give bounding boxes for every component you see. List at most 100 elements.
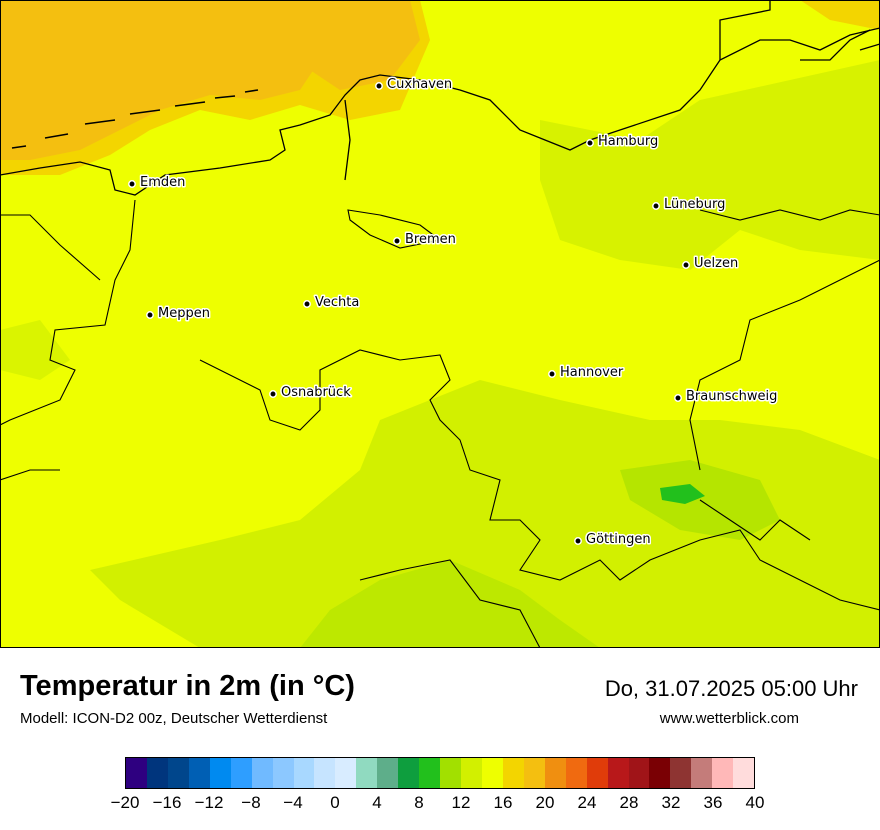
colorbar-segment [440, 758, 461, 788]
colorbar-segment [335, 758, 357, 788]
colorbar-segment [272, 758, 294, 788]
city-hamburg[interactable]: Hamburg [586, 133, 660, 151]
city-label: Uelzen [694, 256, 738, 271]
colorbar-tick-label: −20 [110, 793, 140, 812]
colorbar-tick-label: 36 [703, 793, 723, 812]
colorbar-segment [314, 758, 336, 788]
city-dot-icon [682, 261, 690, 269]
city-dot-icon [393, 237, 401, 245]
colorbar-tick-label: 20 [535, 793, 555, 812]
city-emden[interactable]: Emden [128, 174, 187, 192]
colorbar-segment [419, 758, 441, 788]
colorbar-segment [188, 758, 210, 788]
city-label: Bremen [405, 232, 456, 247]
colorbar-segment [649, 758, 671, 788]
colorbar-segment [565, 758, 587, 788]
colorbar-segment [712, 758, 734, 788]
city-osnabrueck[interactable]: Osnabrück [269, 384, 353, 402]
colorbar-segment [209, 758, 231, 788]
colorbar-segment [502, 758, 524, 788]
city-label: Osnabrück [281, 385, 351, 400]
colorbar-segment [251, 758, 273, 788]
model-info: Modell: ICON-D2 00z, Deutscher Wetterdie… [20, 710, 328, 727]
state-borders [0, 199, 880, 648]
city-cuxhaven[interactable]: Cuxhaven [375, 76, 454, 94]
harz-coldest-spot [660, 484, 705, 504]
city-dot-icon [146, 311, 154, 319]
colorbar-segment [481, 758, 503, 788]
sea-warm-area [0, 0, 320, 160]
city-meppen[interactable]: Meppen [146, 305, 211, 323]
colorbar-ticks: −20 −16 −12 −8 −4 0 4 8 12 16 20 24 28 32 36 40 [0, 793, 880, 817]
city-goettingen[interactable]: Göttingen [574, 531, 652, 549]
colorbar-segment [167, 758, 189, 788]
colorbar-segment [733, 758, 755, 788]
temperature-colorbar [125, 757, 755, 789]
city-dot-icon [303, 300, 311, 308]
city-label: Emden [140, 175, 185, 190]
city-dot-icon [128, 180, 136, 188]
elbe-mouth-area [280, 0, 420, 90]
colorbar-segment [126, 758, 147, 788]
cooler-region-south [300, 560, 600, 648]
cool-region-east [540, 60, 880, 270]
city-label: Braunschweig [686, 389, 777, 404]
website-link[interactable]: www.wetterblick.com [659, 710, 799, 727]
city-label: Hannover [560, 365, 624, 380]
colorbar-tick-label: 4 [372, 793, 382, 812]
city-vechta[interactable]: Vechta [303, 294, 361, 312]
colorbar-tick-label: 24 [577, 793, 597, 812]
colorbar-tick-label: 40 [745, 793, 765, 812]
map-title: Temperatur in 2m (in °C) [20, 670, 355, 702]
colorbar-tick-label: −12 [194, 793, 224, 812]
cool-region-west [0, 320, 70, 380]
city-dot-icon [586, 139, 594, 147]
colorbar-tick-label: 32 [661, 793, 681, 812]
colorbar-segment [293, 758, 315, 788]
city-dot-icon [269, 390, 277, 398]
colorbar-segment [146, 758, 168, 788]
city-uelzen[interactable]: Uelzen [682, 255, 740, 273]
city-bremen[interactable]: Bremen [393, 231, 457, 249]
islands [11, 89, 259, 149]
colorbar-segment [691, 758, 713, 788]
colorbar-segment [356, 758, 378, 788]
baltic-warm-area [800, 0, 880, 30]
temperature-map: Cuxhaven Hamburg Emden Lüneburg Bremen U… [0, 0, 880, 648]
colorbar-segment [523, 758, 545, 788]
map-canvas: Cuxhaven Hamburg Emden Lüneburg Bremen U… [0, 0, 880, 648]
city-label: Cuxhaven [387, 77, 452, 92]
cool-region-south [90, 380, 880, 648]
city-dot-icon [574, 537, 582, 545]
city-markers: Cuxhaven Hamburg Emden Lüneburg Bremen U… [128, 76, 779, 549]
city-dot-icon [548, 370, 556, 378]
colorbar-tick-label: 28 [619, 793, 639, 812]
colorbar-segment [628, 758, 650, 788]
colorbar-tick-label: 0 [330, 793, 340, 812]
colorbar-segment [670, 758, 692, 788]
city-label: Vechta [315, 295, 359, 310]
colorbar-tick-label: 12 [451, 793, 471, 812]
city-label: Göttingen [586, 532, 651, 547]
colorbar-segment [398, 758, 420, 788]
colorbar-segment [377, 758, 399, 788]
colorbar-segment [230, 758, 252, 788]
colorbar-tick-label: −8 [241, 793, 261, 812]
city-hannover[interactable]: Hannover [548, 364, 625, 382]
colorbar-tick-label: −16 [152, 793, 182, 812]
colorbar-tick-label: 16 [493, 793, 513, 812]
colorbar-tick-label: −4 [283, 793, 303, 812]
city-label: Lüneburg [664, 197, 725, 212]
forecast-datetime: Do, 31.07.2025 05:00 Uhr [604, 676, 858, 701]
city-dot-icon [375, 82, 383, 90]
city-label: Meppen [158, 306, 210, 321]
coastline-lines [0, 0, 880, 196]
city-lueneburg[interactable]: Lüneburg [652, 196, 727, 214]
colorbar-segment [544, 758, 566, 788]
city-dot-icon [674, 394, 682, 402]
city-braunschweig[interactable]: Braunschweig [674, 388, 779, 406]
colorbar-segment [461, 758, 482, 788]
city-dot-icon [652, 202, 660, 210]
city-label: Hamburg [598, 134, 658, 149]
colorbar-tick-label: 8 [414, 793, 424, 812]
